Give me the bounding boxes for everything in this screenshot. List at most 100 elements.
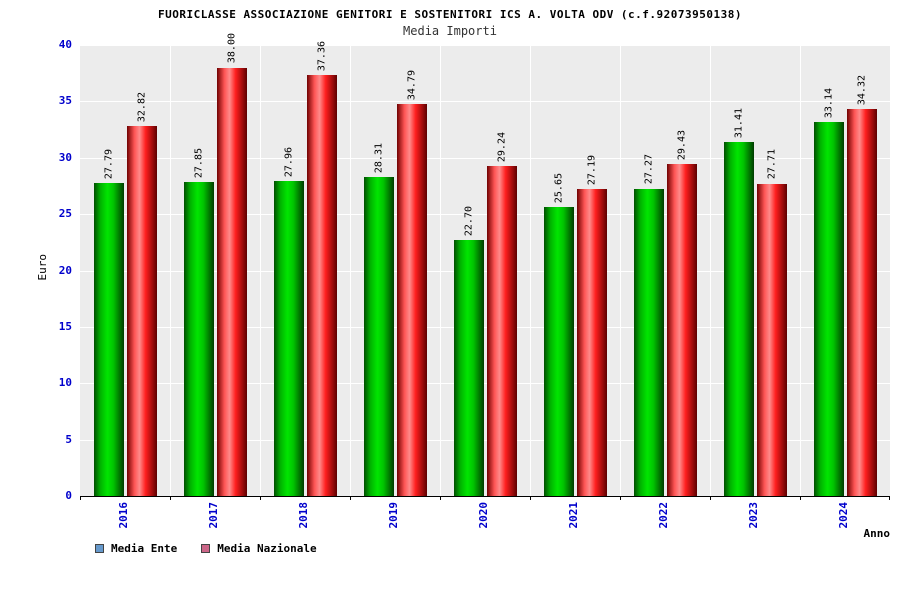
bar-media-ente-2021: 25.65 (543, 173, 574, 496)
bar-media-nazionale-2020: 29.24 (486, 132, 517, 496)
bar-group-2016: 27.79 32.82 (80, 45, 170, 496)
bar-media-nazionale-2022: 29.43 (666, 130, 697, 496)
legend-swatch-media-nazionale (201, 544, 211, 553)
plot-area: 0 5 10 15 20 25 30 35 40 27.79 32.82 2016 27.85 38.00… (59, 33, 890, 529)
gridline-vertical (440, 45, 441, 496)
gridline-horizontal (80, 157, 890, 159)
gridline-horizontal (80, 45, 890, 46)
legend-item-media-ente: Media Ente (95, 542, 177, 555)
y-tick-label: 20 (58, 263, 72, 277)
bar-value-label: 33.14 (823, 88, 834, 119)
bar-value-label: 27.71 (766, 149, 777, 180)
x-tick-label-2020: 2020 (477, 502, 490, 529)
gridline-vertical (710, 45, 711, 496)
bar-value-label: 29.24 (496, 132, 507, 163)
gridline-vertical (350, 45, 351, 496)
bar-media-nazionale-2018: 37.36 (306, 41, 337, 496)
x-axis-tick (620, 496, 621, 500)
bar-group-2019: 28.31 34.79 (350, 45, 440, 496)
chart-title: FUORICLASSE ASSOCIAZIONE GENITORI E SOST… (157, 8, 743, 21)
bar-group-2023: 31.41 27.71 (710, 45, 800, 496)
legend-label-media-nazionale: Media Nazionale (217, 542, 317, 555)
x-tick-label-2017: 2017 (207, 502, 220, 529)
bar-value-label: 34.79 (406, 69, 417, 100)
gridline-horizontal (80, 214, 890, 216)
bar-value-label: 22.70 (463, 205, 474, 237)
bar-value-label: 27.27 (643, 154, 654, 185)
x-axis-tick (170, 496, 171, 500)
x-tick-label-2022: 2022 (657, 502, 670, 529)
bar-media-ente-2016: 27.79 (93, 149, 124, 496)
bar-media-ente-2019: 28.31 (363, 143, 394, 496)
bar-media-ente-2023: 31.41 (723, 108, 754, 496)
chart-subtitle: Media Importi (403, 24, 497, 38)
gridline-horizontal (80, 101, 890, 103)
y-tick-label: 35 (58, 94, 72, 108)
bar-value-label: 28.31 (373, 142, 384, 173)
legend: Media Ente Media Nazionale (95, 542, 317, 555)
bar-group-2024: 33.14 34.32 (800, 45, 890, 496)
legend-item-media-nazionale: Media Nazionale (201, 542, 317, 555)
bar-value-label: 31.41 (733, 107, 744, 138)
bar-group-2018: 27.96 37.36 (260, 41, 350, 496)
y-tick-label: 25 (58, 207, 72, 221)
x-axis-tick (800, 496, 801, 500)
y-tick-label: 5 (65, 432, 72, 446)
bar-group-2022: 27.27 29.43 (620, 45, 710, 496)
x-tick-label-2021: 2021 (567, 502, 580, 529)
y-tick-label: 40 (58, 38, 72, 51)
gridline-vertical (530, 45, 531, 496)
bar-media-ente-2020: 22.70 (453, 206, 484, 496)
x-axis-tick (889, 496, 890, 500)
x-axis-tick (440, 496, 441, 500)
bar-value-label: 37.36 (316, 40, 327, 71)
bar-value-label: 27.79 (103, 148, 114, 179)
bar-value-label: 38.00 (226, 33, 237, 64)
bar-media-nazionale-2023: 27.71 (756, 149, 787, 496)
gridline-horizontal (80, 383, 890, 385)
y-tick-label: 30 (58, 150, 72, 164)
bar-media-nazionale-2024: 34.32 (846, 75, 877, 496)
bar-value-label: 29.43 (676, 130, 687, 161)
bar-media-ente-2022: 27.27 (633, 154, 664, 496)
gridline-vertical (260, 45, 261, 496)
x-axis-title: Anno (863, 527, 891, 540)
bar-media-nazionale-2016: 32.82 (126, 92, 157, 496)
y-tick-label: 15 (58, 319, 72, 333)
gridline-horizontal (80, 326, 890, 328)
bar-media-ente-2018: 27.96 (273, 147, 304, 496)
bar-group-2020: 22.70 29.24 (440, 45, 530, 496)
bar-media-nazionale-2021: 27.19 (576, 155, 607, 496)
x-tick-label-2016: 2016 (117, 502, 130, 529)
bar-media-nazionale-2019: 34.79 (396, 70, 427, 496)
bar-media-ente-2017: 27.85 (183, 148, 214, 496)
bar-media-nazionale-2017: 38.00 (216, 33, 247, 496)
x-axis-tick (80, 496, 81, 500)
x-axis-tick (260, 496, 261, 500)
x-tick-label-2024: 2024 (837, 502, 850, 529)
bar-media-ente-2024: 33.14 (813, 88, 844, 496)
bar-group-2017: 27.85 38.00 (170, 33, 260, 496)
gridline-horizontal (80, 439, 890, 441)
gridline-vertical (620, 45, 621, 496)
y-tick-label: 0 (65, 489, 72, 502)
y-tick-label: 10 (58, 376, 72, 390)
x-tick-label-2019: 2019 (387, 502, 400, 529)
gridline-vertical (800, 45, 801, 496)
bar-value-label: 34.32 (856, 74, 867, 106)
legend-swatch-media-ente (95, 544, 104, 553)
bar-value-label: 27.96 (283, 146, 294, 177)
bar-value-label: 27.85 (193, 147, 204, 178)
gridline-horizontal (80, 270, 890, 272)
legend-label-media-ente: Media Ente (111, 542, 178, 555)
bar-group-2021: 25.65 27.19 (530, 45, 620, 496)
bar-value-label: 27.19 (586, 155, 597, 186)
bar-value-label: 32.82 (136, 91, 147, 122)
x-axis-tick (350, 496, 351, 500)
bar-value-label: 25.65 (553, 172, 564, 203)
x-axis-tick (530, 496, 531, 500)
x-axis-tick (710, 496, 711, 500)
gridline-vertical (170, 45, 171, 496)
x-tick-label-2018: 2018 (297, 502, 310, 529)
x-tick-label-2023: 2023 (747, 502, 760, 529)
